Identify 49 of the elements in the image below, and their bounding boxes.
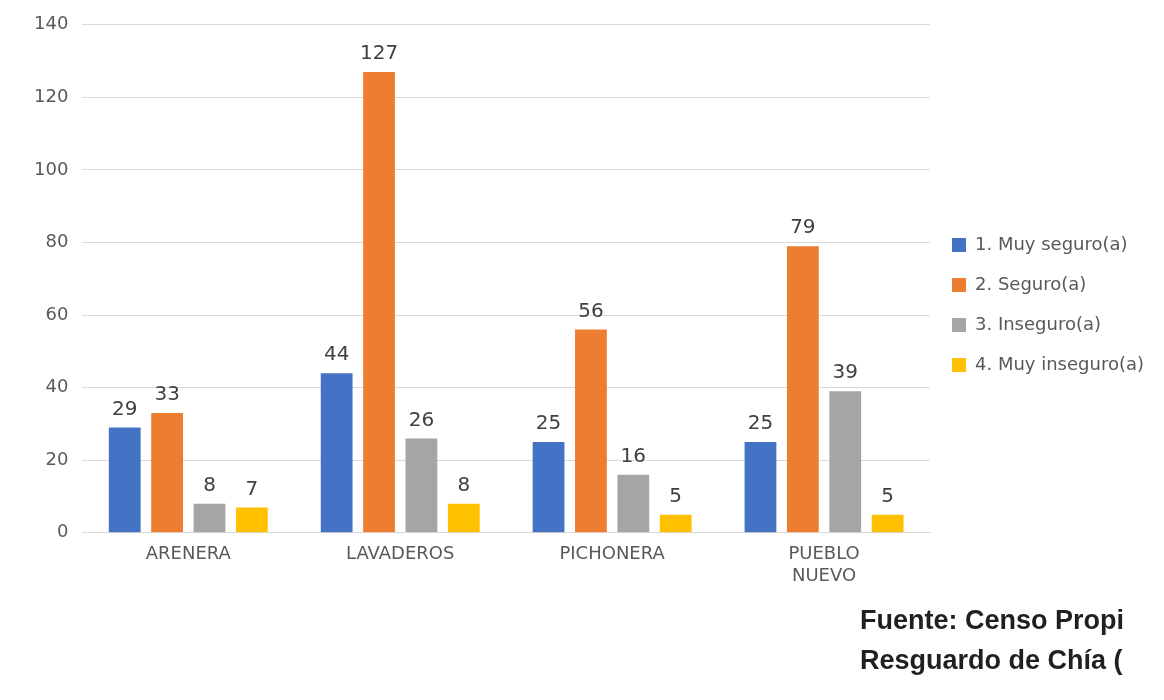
data-label: 127 — [359, 40, 399, 65]
data-label: 29 — [112, 395, 138, 420]
bar — [617, 474, 650, 533]
bar — [405, 438, 438, 533]
data-label: 16 — [620, 442, 647, 467]
bar — [659, 514, 692, 533]
bar — [786, 246, 819, 533]
data-label: 26 — [408, 406, 435, 431]
bar — [363, 71, 395, 533]
bar — [829, 391, 862, 533]
data-label: 7 — [245, 475, 259, 500]
data-label: 5 — [669, 482, 683, 507]
bar — [532, 442, 565, 533]
bar — [871, 514, 904, 533]
legend-label: 4. Muy inseguro(a) — [975, 352, 1144, 374]
y-tick-label: 0 — [56, 520, 69, 542]
bar — [744, 442, 777, 533]
y-tick-label: 140 — [34, 12, 69, 34]
bar — [108, 427, 141, 533]
x-tick-label: ARENERA — [145, 542, 232, 564]
data-label: 33 — [154, 381, 180, 406]
y-tick-label: 60 — [45, 302, 69, 324]
data-label: 25 — [747, 410, 774, 435]
data-label: 25 — [535, 410, 562, 435]
bar — [447, 503, 480, 533]
x-tick-label: PICHONERA — [559, 542, 666, 564]
y-tick-label: 80 — [45, 230, 69, 252]
data-label: 5 — [881, 482, 894, 507]
y-tick-label: 100 — [34, 157, 69, 179]
y-tick-label: 120 — [34, 85, 69, 107]
legend-label: 1. Muy seguro(a) — [975, 232, 1128, 254]
bar — [193, 503, 226, 533]
bar — [575, 329, 607, 533]
x-tick-label: LAVADEROS — [346, 542, 455, 564]
bar — [235, 507, 268, 533]
y-tick-label: 20 — [45, 447, 69, 469]
data-label: 44 — [323, 341, 350, 366]
x-tick-label: PUEBLO NUEVO — [788, 542, 860, 585]
legend-label: 2. Seguro(a) — [975, 272, 1087, 294]
data-label: 8 — [457, 471, 471, 496]
data-label: 56 — [578, 297, 604, 322]
data-label: 39 — [832, 359, 858, 384]
data-label: 79 — [790, 214, 816, 239]
y-tick-label: 40 — [45, 375, 69, 397]
bar — [151, 413, 184, 533]
data-label: 8 — [203, 471, 216, 496]
source-note: Fuente: Censo Propi Resguardo de Chía ( — [860, 604, 1125, 677]
legend-label: 3. Inseguro(a) — [975, 312, 1101, 334]
bar — [320, 373, 353, 533]
